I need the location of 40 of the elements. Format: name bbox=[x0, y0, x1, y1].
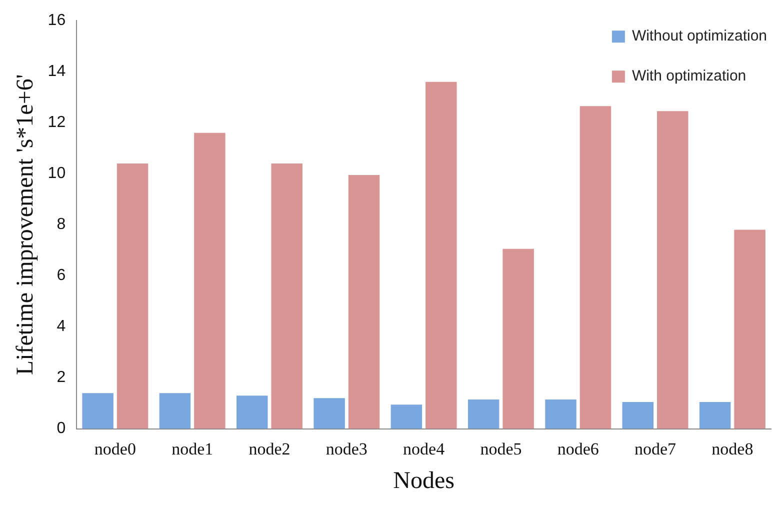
bar bbox=[194, 132, 226, 429]
x-tick-label: node8 bbox=[712, 439, 754, 458]
y-tick-label: 4 bbox=[56, 318, 66, 336]
y-tick-label: 16 bbox=[48, 12, 66, 30]
x-tick-label: node0 bbox=[94, 439, 136, 458]
y-tick-label: 2 bbox=[56, 369, 66, 386]
bar bbox=[236, 396, 268, 429]
x-axis-title: Nodes bbox=[393, 468, 454, 494]
x-tick-label: node5 bbox=[480, 439, 522, 458]
y-tick-label: 0 bbox=[56, 420, 66, 438]
x-tick-label: node6 bbox=[557, 439, 599, 458]
bar bbox=[699, 402, 731, 429]
x-tick-label: node7 bbox=[634, 439, 677, 458]
bar bbox=[468, 399, 500, 429]
x-tick-label: node1 bbox=[172, 439, 214, 458]
bar bbox=[426, 82, 457, 429]
bar bbox=[271, 163, 302, 429]
bar bbox=[116, 163, 148, 429]
bar bbox=[314, 398, 345, 429]
y-axis-title: Lifetime improvement 's*1e+6' bbox=[12, 74, 39, 376]
bar bbox=[348, 174, 380, 429]
y-tick-label: 6 bbox=[56, 267, 66, 284]
bar bbox=[622, 402, 654, 429]
x-tick-label: node4 bbox=[403, 439, 446, 458]
bar bbox=[580, 106, 612, 429]
y-tick-label: 14 bbox=[48, 63, 66, 80]
bar bbox=[390, 404, 422, 429]
y-tick-label: 8 bbox=[56, 216, 66, 234]
legend-label: With optimization bbox=[632, 68, 746, 85]
bar bbox=[159, 393, 191, 429]
x-tick-label: node3 bbox=[326, 439, 368, 458]
x-tick-label: node2 bbox=[248, 439, 290, 458]
bar bbox=[734, 230, 766, 429]
legend-label: Without optimization bbox=[632, 28, 768, 45]
y-tick-label: 12 bbox=[48, 114, 66, 132]
bar bbox=[657, 111, 688, 429]
y-tick-label: 10 bbox=[48, 165, 66, 182]
bar bbox=[502, 248, 534, 429]
bar bbox=[545, 399, 576, 429]
bar bbox=[82, 393, 114, 429]
